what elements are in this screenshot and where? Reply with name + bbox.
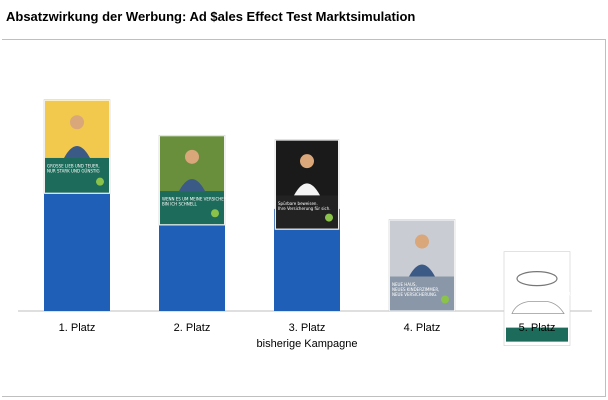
campaign-poster-1: GROSSE LIEB UND TEUER,NUR STARK UND GÜNS… — [43, 99, 111, 194]
chart-title: Absatzwirkung der Werbung: Ad $ales Effe… — [6, 9, 416, 24]
category-label-3: 3. Platz — [289, 322, 326, 334]
poster-text: WENN ES UM MEINE VERSICHERUNG GEHT, — [162, 197, 249, 202]
category-label-4: 4. Platz — [404, 322, 441, 334]
poster-text: NEUES KINDERZIMMER, — [392, 287, 439, 292]
campaign-poster-3: Spürbare beweisen.Ihre Versicherung für … — [274, 139, 340, 230]
campaign-poster-2: WENN ES UM MEINE VERSICHERUNG GEHT,BIN I… — [158, 134, 249, 226]
poster-text: MIT WENIGEN SCHRITTEN ... — [507, 256, 564, 261]
poster-text: NEUE HAUS, — [392, 282, 417, 287]
poster-text: BIN ICH SCHNELL — [162, 202, 198, 207]
poster-text: ... ZUR OPTIMALEN VERSICHERUNG — [507, 292, 578, 297]
chart-frame — [2, 39, 606, 397]
poster-text: Spürbare beweisen. — [278, 201, 318, 206]
category-sublabel: bisherige Kampagne — [257, 338, 358, 350]
bar-1 — [44, 173, 110, 311]
category-label-1: 1. Platz — [59, 322, 96, 334]
category-label-5: 5. Platz — [519, 322, 556, 334]
category-label-2: 2. Platz — [174, 322, 211, 334]
poster-text: NEUE VERSICHERUNG. — [392, 292, 437, 297]
campaign-poster-5: MIT WENIGEN SCHRITTEN ... ... ZUR OPTIMAL… — [503, 251, 578, 346]
poster-text: Ihre Versicherung für sich. — [278, 206, 331, 211]
poster-text: NUR STARK UND GÜNSTIG — [47, 169, 100, 174]
campaign-poster-4: NEUE HAUS,NEUES KINDERZIMMER,NEUE VERSIC… — [388, 219, 456, 312]
poster-text: GROSSE LIEB UND TEUER, — [47, 164, 100, 169]
